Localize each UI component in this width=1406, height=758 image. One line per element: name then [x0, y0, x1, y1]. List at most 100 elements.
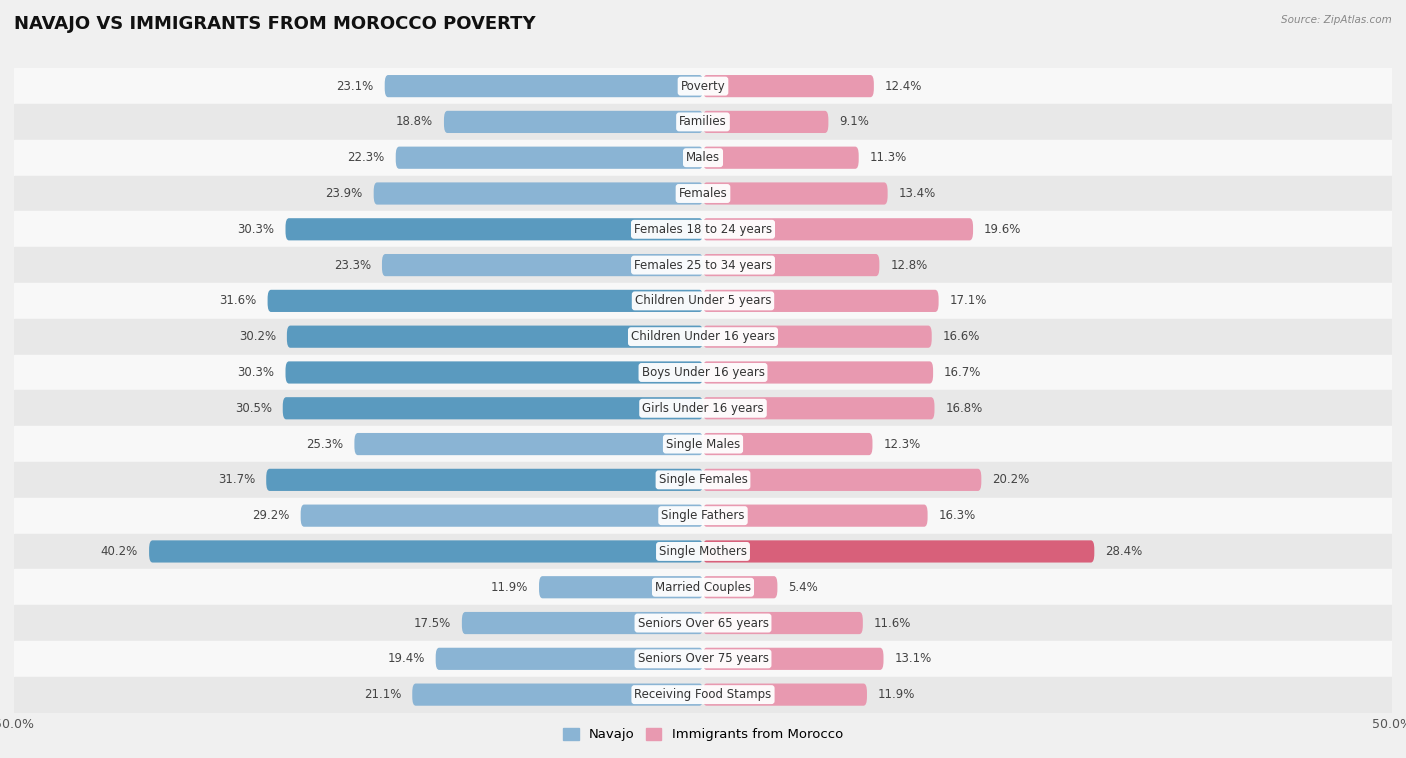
- FancyBboxPatch shape: [703, 576, 778, 598]
- Text: NAVAJO VS IMMIGRANTS FROM MOROCCO POVERTY: NAVAJO VS IMMIGRANTS FROM MOROCCO POVERT…: [14, 15, 536, 33]
- FancyBboxPatch shape: [703, 505, 928, 527]
- FancyBboxPatch shape: [703, 111, 828, 133]
- FancyBboxPatch shape: [703, 218, 973, 240]
- FancyBboxPatch shape: [266, 468, 703, 491]
- Bar: [14, 355, 1392, 390]
- Text: 40.2%: 40.2%: [101, 545, 138, 558]
- FancyBboxPatch shape: [703, 146, 859, 169]
- Bar: [14, 68, 1392, 104]
- FancyBboxPatch shape: [703, 648, 883, 670]
- Text: Single Females: Single Females: [658, 473, 748, 487]
- Bar: [14, 677, 1392, 713]
- Text: Source: ZipAtlas.com: Source: ZipAtlas.com: [1281, 15, 1392, 25]
- Text: 16.7%: 16.7%: [945, 366, 981, 379]
- FancyBboxPatch shape: [149, 540, 703, 562]
- Bar: [14, 139, 1392, 176]
- Text: Children Under 16 years: Children Under 16 years: [631, 330, 775, 343]
- Text: 16.8%: 16.8%: [945, 402, 983, 415]
- Text: 23.1%: 23.1%: [336, 80, 374, 92]
- Text: 25.3%: 25.3%: [307, 437, 343, 450]
- FancyBboxPatch shape: [444, 111, 703, 133]
- FancyBboxPatch shape: [374, 183, 703, 205]
- FancyBboxPatch shape: [703, 612, 863, 634]
- Text: 21.1%: 21.1%: [364, 688, 401, 701]
- Text: 16.3%: 16.3%: [939, 509, 976, 522]
- Text: 13.4%: 13.4%: [898, 187, 936, 200]
- Text: Families: Families: [679, 115, 727, 128]
- Text: 20.2%: 20.2%: [993, 473, 1029, 487]
- FancyBboxPatch shape: [385, 75, 703, 97]
- Bar: [14, 641, 1392, 677]
- Text: Single Fathers: Single Fathers: [661, 509, 745, 522]
- Text: 12.4%: 12.4%: [884, 80, 922, 92]
- Bar: [14, 426, 1392, 462]
- FancyBboxPatch shape: [285, 218, 703, 240]
- Text: 30.2%: 30.2%: [239, 330, 276, 343]
- Text: Children Under 5 years: Children Under 5 years: [634, 294, 772, 308]
- FancyBboxPatch shape: [703, 468, 981, 491]
- FancyBboxPatch shape: [301, 505, 703, 527]
- FancyBboxPatch shape: [436, 648, 703, 670]
- FancyBboxPatch shape: [703, 326, 932, 348]
- Text: Poverty: Poverty: [681, 80, 725, 92]
- Text: 17.1%: 17.1%: [949, 294, 987, 308]
- FancyBboxPatch shape: [382, 254, 703, 276]
- Text: Girls Under 16 years: Girls Under 16 years: [643, 402, 763, 415]
- Text: 18.8%: 18.8%: [396, 115, 433, 128]
- Text: Receiving Food Stamps: Receiving Food Stamps: [634, 688, 772, 701]
- Bar: [14, 498, 1392, 534]
- Bar: [14, 390, 1392, 426]
- FancyBboxPatch shape: [703, 254, 879, 276]
- Bar: [14, 462, 1392, 498]
- FancyBboxPatch shape: [395, 146, 703, 169]
- Bar: [14, 569, 1392, 605]
- Legend: Navajo, Immigrants from Morocco: Navajo, Immigrants from Morocco: [562, 728, 844, 741]
- Text: Single Mothers: Single Mothers: [659, 545, 747, 558]
- FancyBboxPatch shape: [703, 362, 934, 384]
- Bar: [14, 104, 1392, 139]
- Text: Males: Males: [686, 151, 720, 164]
- FancyBboxPatch shape: [703, 183, 887, 205]
- Text: 16.6%: 16.6%: [943, 330, 980, 343]
- Text: 30.5%: 30.5%: [235, 402, 271, 415]
- Text: 9.1%: 9.1%: [839, 115, 869, 128]
- Bar: [14, 211, 1392, 247]
- FancyBboxPatch shape: [703, 684, 868, 706]
- Text: Seniors Over 65 years: Seniors Over 65 years: [637, 616, 769, 630]
- FancyBboxPatch shape: [461, 612, 703, 634]
- Bar: [14, 176, 1392, 211]
- Text: 23.9%: 23.9%: [325, 187, 363, 200]
- Text: 22.3%: 22.3%: [347, 151, 385, 164]
- Text: Boys Under 16 years: Boys Under 16 years: [641, 366, 765, 379]
- Text: 30.3%: 30.3%: [238, 223, 274, 236]
- Text: 11.3%: 11.3%: [870, 151, 907, 164]
- Text: 12.3%: 12.3%: [883, 437, 921, 450]
- FancyBboxPatch shape: [287, 326, 703, 348]
- Bar: [14, 247, 1392, 283]
- Bar: [14, 319, 1392, 355]
- Bar: [14, 534, 1392, 569]
- Text: Females: Females: [679, 187, 727, 200]
- Text: 28.4%: 28.4%: [1105, 545, 1143, 558]
- Text: 12.8%: 12.8%: [890, 258, 928, 271]
- Text: 31.7%: 31.7%: [218, 473, 254, 487]
- Bar: [14, 605, 1392, 641]
- Text: 11.6%: 11.6%: [875, 616, 911, 630]
- Text: 30.3%: 30.3%: [238, 366, 274, 379]
- Bar: [14, 283, 1392, 319]
- Text: 17.5%: 17.5%: [413, 616, 451, 630]
- Text: 29.2%: 29.2%: [252, 509, 290, 522]
- Text: 11.9%: 11.9%: [877, 688, 915, 701]
- FancyBboxPatch shape: [703, 397, 935, 419]
- FancyBboxPatch shape: [285, 362, 703, 384]
- Text: Females 18 to 24 years: Females 18 to 24 years: [634, 223, 772, 236]
- Text: Females 25 to 34 years: Females 25 to 34 years: [634, 258, 772, 271]
- Text: 13.1%: 13.1%: [894, 653, 932, 666]
- Text: Married Couples: Married Couples: [655, 581, 751, 594]
- Text: 19.6%: 19.6%: [984, 223, 1022, 236]
- Text: Seniors Over 75 years: Seniors Over 75 years: [637, 653, 769, 666]
- FancyBboxPatch shape: [283, 397, 703, 419]
- FancyBboxPatch shape: [703, 433, 873, 455]
- Text: 5.4%: 5.4%: [789, 581, 818, 594]
- Text: 19.4%: 19.4%: [387, 653, 425, 666]
